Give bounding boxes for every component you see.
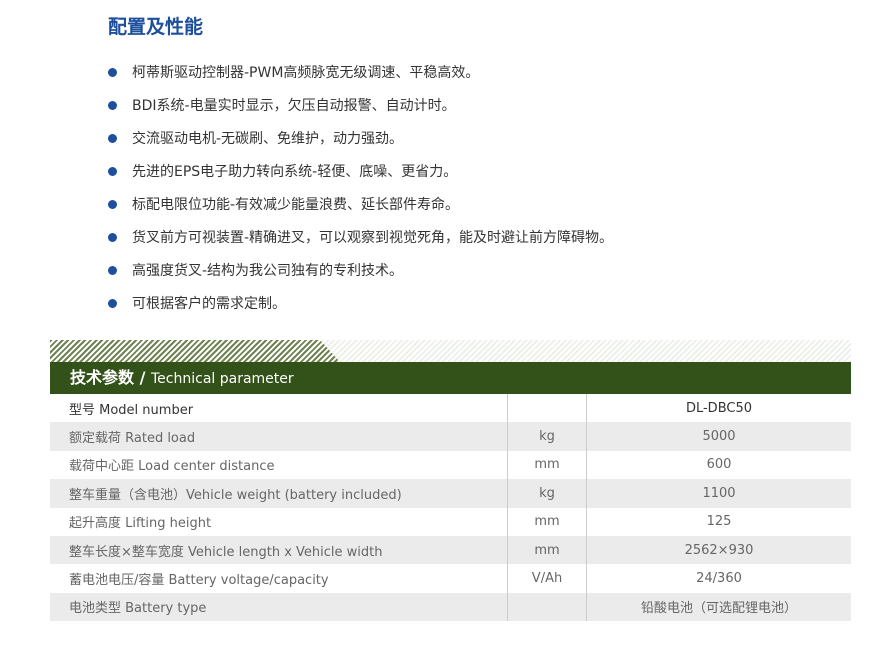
- decorative-stripes: [50, 340, 851, 362]
- table-row: 蓄电池电压/容量 Battery voltage/capacity V/Ah 24/…: [50, 564, 851, 593]
- feature-list: 柯蒂斯驱动控制器-PWM高频脉宽无级调速、平稳高效。 BDI系统-电量实时显示，欠…: [108, 56, 613, 320]
- feature-item: BDI系统-电量实时显示，欠压自动报警、自动计时。: [108, 89, 613, 122]
- spec-header: 技术参数 / Technical parameter: [50, 362, 851, 394]
- param-unit: [507, 592, 587, 622]
- param-name: 载荷中心距 Load center distance: [69, 459, 275, 475]
- param-name: 起升高度 Lifting height: [69, 516, 212, 532]
- bullet-icon: [108, 299, 117, 308]
- param-name: 整车长度×整车宽度 Vehicle length x Vehicle width: [69, 544, 383, 560]
- param-value: 5000: [702, 429, 736, 445]
- spec-title-cn: 技术参数 /: [70, 368, 151, 387]
- param-unit: [507, 394, 587, 423]
- table-row: 载荷中心距 Load center distance mm 600: [50, 450, 851, 480]
- bullet-icon: [108, 200, 117, 209]
- feature-item: 标配电限位功能-有效减少能量浪费、延长部件寿命。: [108, 188, 613, 221]
- param-name: 蓄电池电压/容量 Battery voltage/capacity: [69, 573, 329, 589]
- feature-text: 柯蒂斯驱动控制器-PWM高频脉宽无级调速、平稳高效。: [132, 64, 480, 81]
- feature-item: 交流驱动电机-无碳刷、免维护，动力强劲。: [108, 122, 613, 155]
- param-unit: mm: [507, 535, 587, 565]
- param-name: 电池类型 Battery type: [69, 601, 207, 617]
- table-row: 整车长度×整车宽度 Vehicle length x Vehicle width…: [50, 535, 851, 565]
- bullet-icon: [108, 167, 117, 176]
- param-value: 24/360: [696, 571, 742, 587]
- feature-text: 先进的EPS电子助力转向系统-轻便、底噪、更省力。: [132, 163, 458, 180]
- feature-item: 可根据客户的需求定制。: [108, 287, 613, 320]
- bullet-icon: [108, 266, 117, 275]
- table-row: 起升高度 Lifting height mm 125: [50, 507, 851, 536]
- param-name: 额定载荷 Rated load: [69, 431, 196, 447]
- param-value: DL-DBC50: [685, 400, 753, 416]
- feature-item: 货叉前方可视装置-精确进叉，可以观察到视觉死角，能及时避让前方障碍物。: [108, 221, 613, 254]
- param-unit: kg: [507, 479, 587, 508]
- bullet-icon: [108, 68, 117, 77]
- feature-text: 货叉前方可视装置-精确进叉，可以观察到视觉死角，能及时避让前方障碍物。: [132, 229, 614, 246]
- feature-text: 标配电限位功能-有效减少能量浪费、延长部件寿命。: [132, 196, 460, 213]
- table-row: 电池类型 Battery type 铅酸电池（可选配锂电池）: [50, 592, 851, 622]
- feature-text: BDI系统-电量实时显示，欠压自动报警、自动计时。: [132, 97, 456, 114]
- param-value: 1100: [702, 485, 736, 501]
- section-title: 配置及性能: [108, 16, 204, 38]
- table-row: 额定载荷 Rated load kg 5000: [50, 422, 851, 451]
- param-unit: mm: [507, 507, 587, 536]
- spec-table: 型号 Model number DL-DBC50 额定载荷 Rated load kg…: [50, 394, 851, 622]
- param-unit: kg: [507, 422, 587, 451]
- param-name: 型号 Model number: [69, 402, 194, 418]
- param-value: 125: [706, 514, 732, 530]
- feature-text: 交流驱动电机-无碳刷、免维护，动力强劲。: [132, 130, 404, 147]
- feature-item: 柯蒂斯驱动控制器-PWM高频脉宽无级调速、平稳高效。: [108, 56, 613, 89]
- param-value: 2562×930: [684, 542, 754, 558]
- param-unit: V/Ah: [507, 564, 587, 593]
- bullet-icon: [108, 134, 117, 143]
- spec-title-en: Technical parameter: [151, 371, 294, 387]
- bullet-icon: [108, 233, 117, 242]
- feature-item: 高强度货叉-结构为我公司独有的专利技术。: [108, 254, 613, 287]
- table-row: 型号 Model number DL-DBC50: [50, 394, 851, 423]
- feature-text: 可根据客户的需求定制。: [132, 295, 286, 312]
- param-value: 600: [706, 457, 732, 473]
- bullet-icon: [108, 101, 117, 110]
- param-name: 整车重量（含电池）Vehicle weight (battery include…: [69, 487, 402, 503]
- feature-text: 高强度货叉-结构为我公司独有的专利技术。: [132, 262, 404, 279]
- feature-item: 先进的EPS电子助力转向系统-轻便、底噪、更省力。: [108, 155, 613, 188]
- table-row: 整车重量（含电池）Vehicle weight (battery include…: [50, 479, 851, 508]
- param-unit: mm: [507, 450, 587, 480]
- param-value: 铅酸电池（可选配锂电池）: [640, 601, 797, 617]
